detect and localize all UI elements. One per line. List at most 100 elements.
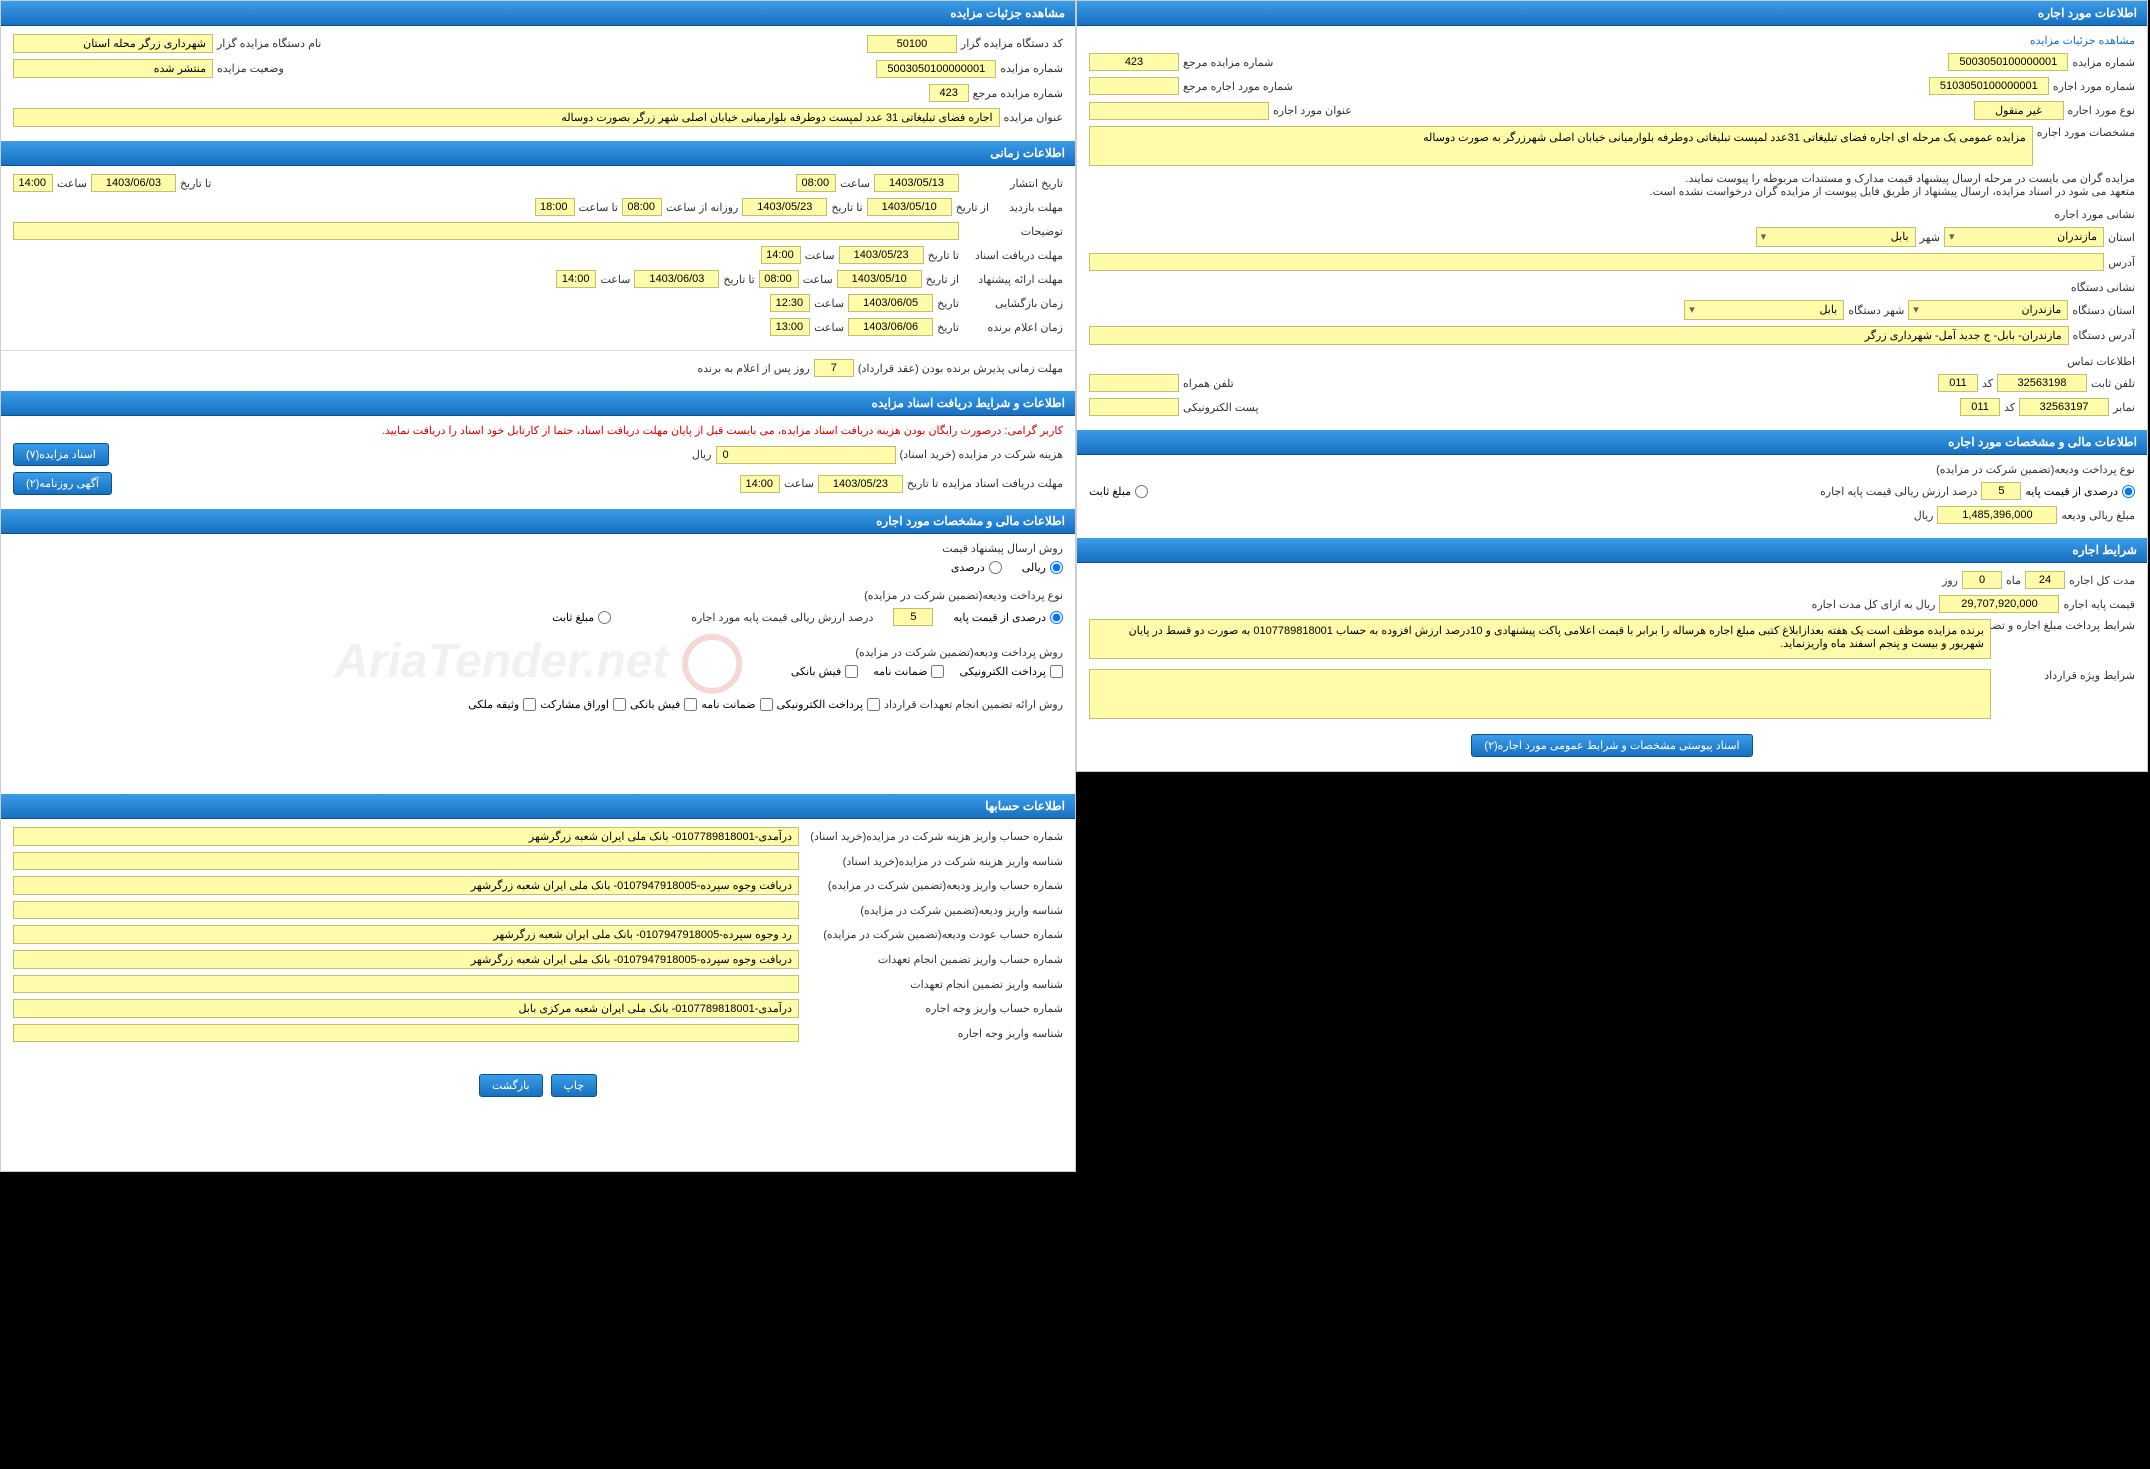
value-mobile	[1089, 374, 1179, 392]
label-a1: شماره حساب واریز هزینه شرکت در مزایده(خر…	[803, 830, 1063, 843]
label-rial: ریال	[692, 448, 712, 461]
radio-riyali-input[interactable]	[1050, 561, 1063, 574]
label-to-date-5: تا تاریخ	[907, 477, 938, 490]
label-l-rental-ref: شماره مورد اجاره مرجع	[1183, 80, 1293, 93]
value-dev-address: مازندران- بابل- ج جدید آمل- شهرداری زرگر	[1089, 326, 2069, 345]
radio-fixed[interactable]: مبلغ ثابت	[552, 611, 611, 624]
radio-fixed-input[interactable]	[598, 611, 611, 624]
cb-m4-2-input[interactable]	[760, 698, 773, 711]
select-dev-province[interactable]: مازندران	[1908, 300, 2068, 320]
auction-details-body: کد دستگاه مزایده گزار 50100 نام دستگاه م…	[1, 26, 1075, 141]
cb-m4-5[interactable]: وثیقه ملکی	[468, 698, 536, 711]
label-org-code: کد دستگاه مزایده گزار	[961, 37, 1063, 50]
link-auction-details[interactable]: مشاهده جزئیات مزایده	[2030, 34, 2135, 47]
radio-l-base-percent[interactable]: درصدی از قیمت پایه	[2025, 485, 2135, 498]
value-open-d: 1403/06/05	[848, 294, 933, 312]
label-to-date-1: تا تاریخ	[180, 177, 211, 190]
cb-m4-4-input[interactable]	[613, 698, 626, 711]
radio-percent[interactable]: درصدی	[951, 561, 1002, 574]
value-winner-s: 13:00	[770, 318, 810, 336]
value-a5: رد وجوه سپرده-0107947918005- بانک ملی ای…	[13, 925, 799, 944]
value-l-rental-ref	[1089, 77, 1179, 95]
cb-m4-5-input[interactable]	[523, 698, 536, 711]
radio-l-fixed[interactable]: مبلغ ثابت	[1089, 485, 1148, 498]
value-fax: 32563197	[2019, 398, 2109, 416]
value-deadline-s: 14:00	[740, 475, 780, 493]
cb-m3-3[interactable]: فیش بانکی	[791, 665, 858, 678]
select-province[interactable]: مازندران	[1944, 227, 2104, 247]
radio-percent-input[interactable]	[989, 561, 1002, 574]
cb-m3-1-input[interactable]	[1050, 665, 1063, 678]
cb-m4-3[interactable]: فیش بانکی	[630, 698, 697, 711]
value-visit-d1: 1403/05/10	[867, 198, 952, 216]
label-cost: هزینه شرکت در مزایده (خرید اسناد)	[900, 448, 1063, 461]
label-accept: مهلت زمانی پذیرش برنده بودن (عقد قرارداد…	[858, 362, 1063, 375]
label-m4: روش ارائه تضمین انجام تعهدات قرارداد	[884, 698, 1063, 711]
label-org-name: نام دستگاه مزایده گزار	[217, 37, 321, 50]
label-email: پست الکترونیکی	[1183, 401, 1259, 414]
label-open: زمان بازگشایی	[963, 297, 1063, 310]
label-doc-deadline: مهلت دریافت اسناد	[963, 249, 1063, 262]
value-auction-status: منتشر شده	[13, 59, 213, 78]
label-hour-3: ساعت	[805, 249, 835, 262]
label-a5: شماره حساب عودت ودیعه(تضمین شرکت در مزای…	[803, 928, 1063, 941]
label-province: استان	[2108, 231, 2135, 244]
select-dev-city[interactable]: بابل	[1684, 300, 1844, 320]
label-hour-5: ساعت	[600, 273, 630, 286]
label-f3s: ریال	[1914, 509, 1934, 522]
radio-base-percent-input[interactable]	[1050, 611, 1063, 624]
value-l-auction-ref: 423	[1089, 53, 1179, 71]
label-code: کد	[1982, 377, 1993, 390]
label-from-date: از تاریخ	[956, 201, 989, 214]
cb-m4-3-input[interactable]	[684, 698, 697, 711]
label-auction-ref: شماره مزایده مرجع	[973, 87, 1063, 100]
select-city[interactable]: بابل	[1756, 227, 1916, 247]
value-cost: 0	[716, 446, 896, 464]
left-column: اطلاعات مورد اجاره مشاهده جزئیات مزایده …	[1076, 0, 2150, 1172]
btn-attachments[interactable]: اسناد پیوستی مشخصات و شرایط عمومی مورد ا…	[1471, 734, 1752, 757]
value-a2	[13, 852, 799, 870]
value-offer-s1: 08:00	[759, 270, 799, 288]
label-daily-from: روزانه از ساعت	[666, 201, 738, 214]
label-hour-1: ساعت	[840, 177, 870, 190]
label-a6: شماره حساب واریز تضمین انجام تعهدات	[803, 953, 1063, 966]
value-publish-s2: 14:00	[13, 174, 53, 192]
cb-m4-4[interactable]: اوراق مشارکت	[540, 698, 626, 711]
bottom-buttons: چاپ بازگشت	[1, 1056, 1075, 1105]
radio-riyali[interactable]: ریالی	[1022, 561, 1063, 574]
label-fax-code: کد	[2004, 401, 2015, 414]
section-financial: اطلاعات مالی و مشخصات مورد اجاره	[1, 509, 1075, 534]
cb-m3-2[interactable]: ضمانت نامه	[873, 665, 944, 678]
label-hour-4: ساعت	[803, 273, 833, 286]
radio-l-fixed-input[interactable]	[1135, 485, 1148, 498]
value-l-rental-no: 5103050100000001	[1929, 77, 2049, 95]
btn-print[interactable]: چاپ	[551, 1074, 598, 1097]
label-a7: شناسه واریز تضمین انجام تعهدات	[803, 978, 1063, 991]
label-l-title: عنوان مورد اجاره	[1273, 104, 1352, 117]
label-l-auction-no: شماره مزایده	[2072, 56, 2135, 69]
radio-l-base-percent-input[interactable]	[2122, 485, 2135, 498]
timing-body: تاریخ انتشار 1403/05/13 ساعت 08:00 تا تا…	[1, 166, 1075, 350]
warning-text: کاربر گرامی: درصورت رایگان بودن هزینه در…	[13, 424, 1063, 437]
label-accept-suffix: روز پس از اعلام به برنده	[697, 362, 809, 375]
cb-m4-1[interactable]: پرداخت الکترونیکی	[777, 698, 881, 711]
label-a8: شماره حساب واریز وجه اجاره	[803, 1002, 1063, 1015]
label-auction-no: شماره مزایده	[1000, 62, 1063, 75]
cb-m3-1[interactable]: پرداخت الکترونیکی	[959, 665, 1063, 678]
label-l-spec: مشخصات مورد اجاره	[2037, 126, 2135, 139]
label-to-date-2: تا تاریخ	[831, 201, 862, 214]
label-dev-addr: نشانی دستگاه	[2071, 281, 2135, 294]
cb-m4-2[interactable]: ضمانت نامه	[701, 698, 772, 711]
btn-back[interactable]: بازگشت	[479, 1074, 543, 1097]
btn-auction-docs[interactable]: اسناد مزایده(۷)	[13, 443, 109, 466]
label-dev-city: شهر دستگاه	[1848, 304, 1904, 317]
cb-m4-1-input[interactable]	[867, 698, 880, 711]
cb-m3-3-input[interactable]	[845, 665, 858, 678]
label-l-auction-ref: شماره مزایده مرجع	[1183, 56, 1273, 69]
radio-base-percent[interactable]: درصدی از قیمت پایه	[953, 611, 1063, 624]
btn-newspaper[interactable]: آگهی روزنامه(۲)	[13, 472, 112, 495]
label-date-t6: تاریخ	[937, 297, 959, 310]
label-publish-date: تاریخ انتشار	[963, 177, 1063, 190]
value-org-code: 50100	[867, 35, 957, 53]
cb-m3-2-input[interactable]	[931, 665, 944, 678]
